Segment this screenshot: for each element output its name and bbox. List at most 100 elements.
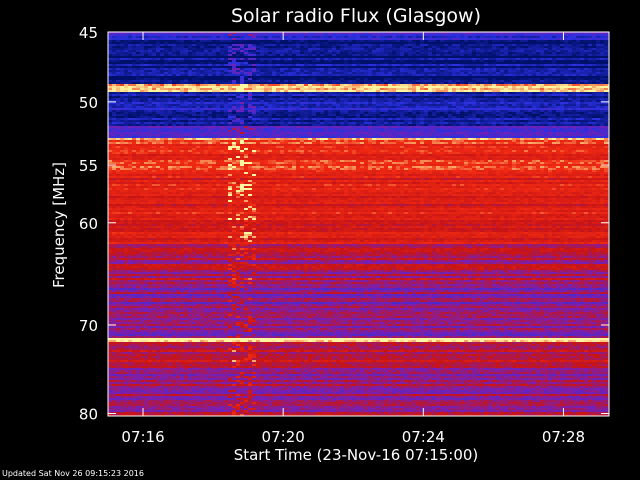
heatmap-cell: [508, 100, 512, 102]
heatmap-cell: [520, 106, 524, 108]
heatmap-cell: [568, 62, 572, 64]
heatmap-cell: [120, 92, 124, 94]
heatmap-cell: [208, 82, 212, 84]
heatmap-cell: [532, 34, 536, 36]
heatmap-cell: [500, 90, 504, 92]
heatmap-cell: [188, 44, 192, 46]
heatmap-cell: [504, 104, 508, 106]
heatmap-cell: [268, 50, 272, 52]
heatmap-cell: [560, 84, 564, 86]
heatmap-cell: [424, 58, 428, 60]
heatmap-cell: [444, 60, 448, 62]
heatmap-row: [108, 88, 609, 90]
heatmap-cell: [508, 58, 512, 60]
heatmap-cell: [340, 98, 344, 100]
heatmap-cell: [140, 48, 144, 50]
heatmap-cell: [264, 82, 268, 84]
heatmap-cell: [352, 34, 356, 36]
heatmap-cell: [272, 56, 276, 58]
heatmap-cell: [436, 94, 440, 96]
heatmap-cell: [212, 98, 216, 100]
heatmap-cell: [420, 56, 424, 58]
heatmap-cell: [228, 98, 232, 100]
heatmap-cell: [480, 62, 484, 64]
heatmap-cell: [140, 102, 144, 104]
heatmap-cell: [292, 92, 296, 94]
heatmap-cell: [108, 58, 112, 60]
heatmap-cell: [464, 46, 468, 48]
heatmap-cell: [112, 54, 116, 56]
heatmap-cell: [468, 76, 472, 78]
heatmap-cell: [128, 38, 132, 40]
heatmap-cell: [392, 98, 396, 100]
heatmap-cell: [436, 54, 440, 56]
heatmap-cell: [384, 106, 388, 108]
heatmap-cell: [124, 52, 128, 54]
heatmap-cell: [156, 48, 160, 50]
heatmap-cell: [144, 94, 148, 96]
heatmap-cell: [220, 78, 224, 80]
heatmap-cell: [376, 96, 380, 98]
heatmap-cell: [428, 48, 432, 50]
heatmap-cell: [440, 76, 444, 78]
heatmap-cell: [320, 78, 324, 80]
heatmap-cell: [548, 34, 552, 36]
heatmap-cell: [220, 56, 224, 58]
heatmap-cell: [428, 36, 432, 38]
heatmap-cell: [400, 54, 404, 56]
heatmap-cell: [600, 76, 604, 78]
heatmap-cell: [468, 108, 472, 110]
heatmap-cell: [396, 68, 400, 70]
heatmap-cell: [376, 74, 380, 76]
heatmap-cell: [536, 48, 540, 50]
heatmap-cell: [216, 34, 220, 36]
heatmap-cell: [268, 78, 272, 80]
heatmap-cell: [172, 62, 176, 64]
heatmap-cell: [476, 44, 480, 46]
heatmap-cell: [412, 78, 416, 80]
heatmap-cell: [312, 72, 316, 74]
heatmap-cell: [240, 102, 244, 104]
heatmap-cell: [404, 58, 408, 60]
heatmap-cell: [296, 32, 300, 34]
heatmap-cell: [236, 86, 240, 88]
heatmap-cell: [164, 102, 168, 104]
heatmap-cell: [384, 32, 388, 34]
heatmap-cell: [108, 80, 112, 82]
heatmap-cell: [528, 68, 532, 70]
heatmap-cell: [364, 34, 368, 36]
heatmap-cell: [196, 32, 200, 34]
heatmap-cell: [436, 98, 440, 100]
heatmap-cell: [600, 96, 604, 98]
heatmap-cell: [584, 102, 588, 104]
heatmap-cell: [444, 46, 448, 48]
heatmap-cell: [148, 110, 152, 112]
heatmap-cell: [276, 76, 280, 78]
heatmap-cell: [184, 44, 188, 46]
heatmap-cell: [116, 82, 120, 84]
heatmap-cell: [304, 68, 308, 70]
heatmap-cell: [556, 102, 560, 104]
heatmap-cell: [404, 42, 408, 44]
heatmap-cell: [548, 70, 552, 72]
heatmap-cell: [108, 104, 112, 106]
heatmap-cell: [448, 34, 452, 36]
heatmap-cell: [176, 50, 180, 52]
heatmap-cell: [428, 80, 432, 82]
heatmap-cell: [504, 44, 508, 46]
heatmap-cell: [136, 74, 140, 76]
heatmap-cell: [424, 32, 428, 34]
heatmap-cell: [428, 96, 432, 98]
heatmap-row: [108, 68, 609, 70]
heatmap-cell: [596, 62, 600, 64]
heatmap-cell: [580, 86, 584, 88]
heatmap-cell: [180, 44, 184, 46]
heatmap-cell: [228, 34, 232, 36]
heatmap-cell: [428, 56, 432, 58]
heatmap-cell: [136, 96, 140, 98]
heatmap-cell: [240, 40, 244, 42]
heatmap-cell: [344, 74, 348, 76]
heatmap-cell: [176, 66, 180, 68]
heatmap-cell: [368, 60, 372, 62]
heatmap-cell: [572, 42, 576, 44]
